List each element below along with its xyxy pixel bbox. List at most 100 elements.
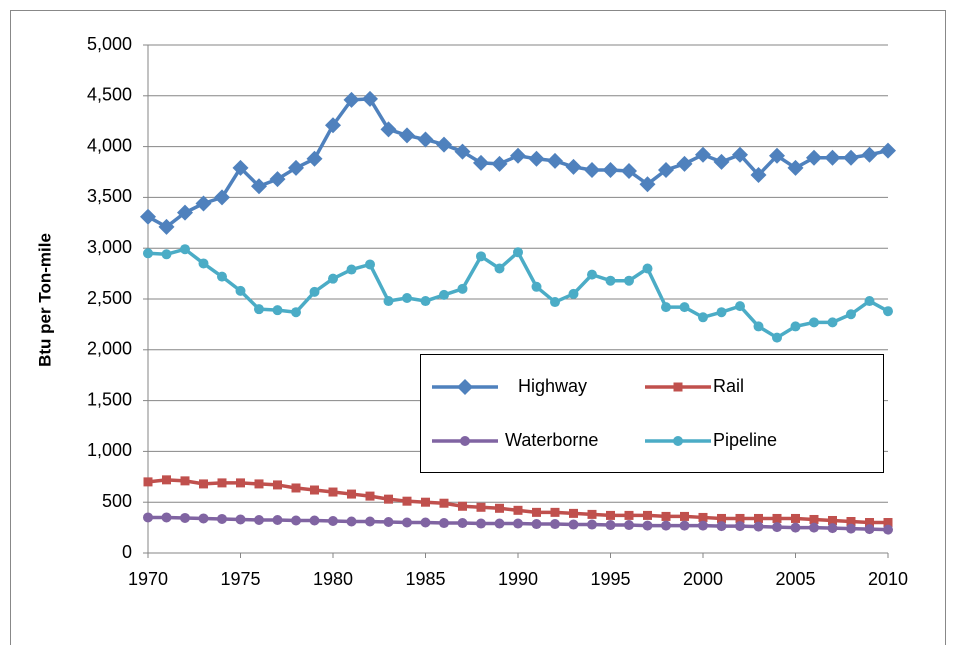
y-tick-label: 3,500 (87, 186, 132, 206)
marker (513, 505, 523, 515)
marker (158, 218, 175, 235)
marker (439, 498, 449, 508)
marker (679, 302, 690, 313)
marker (661, 520, 671, 531)
marker (513, 247, 523, 258)
marker (143, 248, 153, 259)
marker (587, 509, 597, 519)
marker (772, 522, 782, 533)
legend-label: Waterborne (505, 430, 598, 450)
marker (772, 513, 782, 523)
marker (809, 522, 819, 533)
marker (343, 91, 360, 108)
marker (750, 167, 767, 184)
marker (510, 147, 526, 164)
marker (809, 317, 819, 328)
marker (362, 90, 378, 107)
marker (232, 159, 249, 176)
marker (399, 127, 415, 144)
marker (460, 436, 470, 446)
marker (291, 483, 301, 493)
marker (621, 162, 637, 179)
marker (698, 312, 708, 323)
marker (346, 264, 357, 275)
marker (328, 487, 338, 497)
marker (883, 306, 893, 317)
marker (717, 513, 726, 523)
marker (624, 510, 634, 520)
marker (846, 517, 856, 527)
marker (439, 289, 449, 300)
legend-label: Rail (713, 376, 744, 396)
marker (753, 321, 764, 332)
marker (291, 307, 301, 318)
marker (713, 153, 730, 170)
marker (587, 519, 597, 530)
marker (864, 296, 875, 307)
marker (288, 159, 304, 176)
x-tick-label: 1990 (498, 569, 538, 589)
marker (177, 204, 193, 221)
marker (676, 155, 693, 172)
marker (883, 524, 893, 535)
marker (809, 514, 819, 524)
marker (787, 159, 804, 176)
marker (269, 171, 286, 188)
marker (214, 189, 230, 206)
marker (605, 520, 616, 531)
marker (753, 521, 764, 532)
marker (864, 524, 875, 535)
marker (602, 161, 619, 178)
marker (584, 161, 600, 178)
marker (436, 136, 452, 153)
legend-frame (420, 354, 884, 473)
marker (347, 489, 356, 499)
marker (458, 501, 467, 511)
x-tick-label: 2000 (683, 569, 723, 589)
marker (143, 477, 153, 487)
marker (550, 519, 560, 530)
marker (624, 275, 634, 286)
marker (772, 332, 782, 343)
marker (365, 491, 375, 501)
y-tick-label: 0 (122, 542, 132, 562)
marker (673, 436, 683, 446)
marker (716, 307, 727, 318)
marker (306, 150, 323, 167)
marker (865, 518, 874, 528)
marker (605, 275, 616, 286)
marker (272, 514, 283, 525)
y-tick-label: 5,000 (87, 34, 132, 54)
marker (661, 302, 671, 313)
marker (642, 263, 653, 274)
marker (180, 512, 190, 523)
marker (476, 518, 486, 529)
marker (161, 249, 172, 260)
marker (643, 510, 652, 520)
marker (254, 514, 264, 525)
marker (417, 131, 434, 148)
x-tick-label: 2010 (868, 569, 908, 589)
marker (365, 516, 375, 527)
marker (457, 518, 468, 529)
marker (679, 520, 690, 531)
marker (550, 297, 560, 308)
marker (698, 520, 708, 531)
marker (806, 149, 822, 166)
marker (624, 520, 634, 531)
marker (199, 479, 208, 489)
marker (791, 513, 800, 523)
marker (309, 515, 320, 526)
marker (680, 511, 689, 521)
marker (272, 305, 283, 316)
marker (735, 513, 745, 523)
marker (528, 150, 545, 167)
marker (716, 521, 727, 532)
marker (754, 513, 763, 523)
marker (846, 309, 856, 320)
marker (861, 146, 878, 163)
marker (658, 161, 674, 178)
marker (254, 479, 264, 489)
marker (473, 154, 489, 171)
